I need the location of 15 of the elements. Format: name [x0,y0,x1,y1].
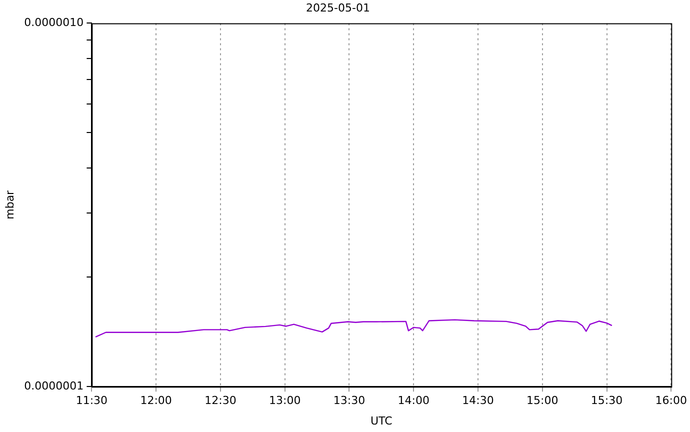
x-tick-label: 15:30 [590,394,623,408]
y-tick-label: 0.0000010 [24,16,84,30]
y-tick-label: 0.0000001 [24,379,84,392]
y-axis-title: mbar [3,190,16,220]
x-tick-label: 15:00 [526,394,558,408]
chart-title: 2025-05-01 [306,1,370,14]
x-axis-title: UTC [370,414,393,428]
x-tick-label: 14:00 [398,394,430,408]
x-tick-label: 12:30 [204,394,236,408]
x-tick-label: 12:00 [140,394,172,408]
x-tick-label: 16:00 [655,394,687,408]
x-tick-label: 13:00 [268,394,301,408]
x-tick-label: 11:30 [76,394,108,408]
x-tick-label: 13:30 [333,394,366,408]
x-tick-label: 14:30 [462,394,494,408]
